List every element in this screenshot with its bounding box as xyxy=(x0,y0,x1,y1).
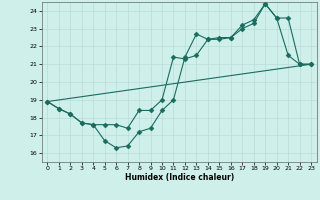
X-axis label: Humidex (Indice chaleur): Humidex (Indice chaleur) xyxy=(124,173,234,182)
